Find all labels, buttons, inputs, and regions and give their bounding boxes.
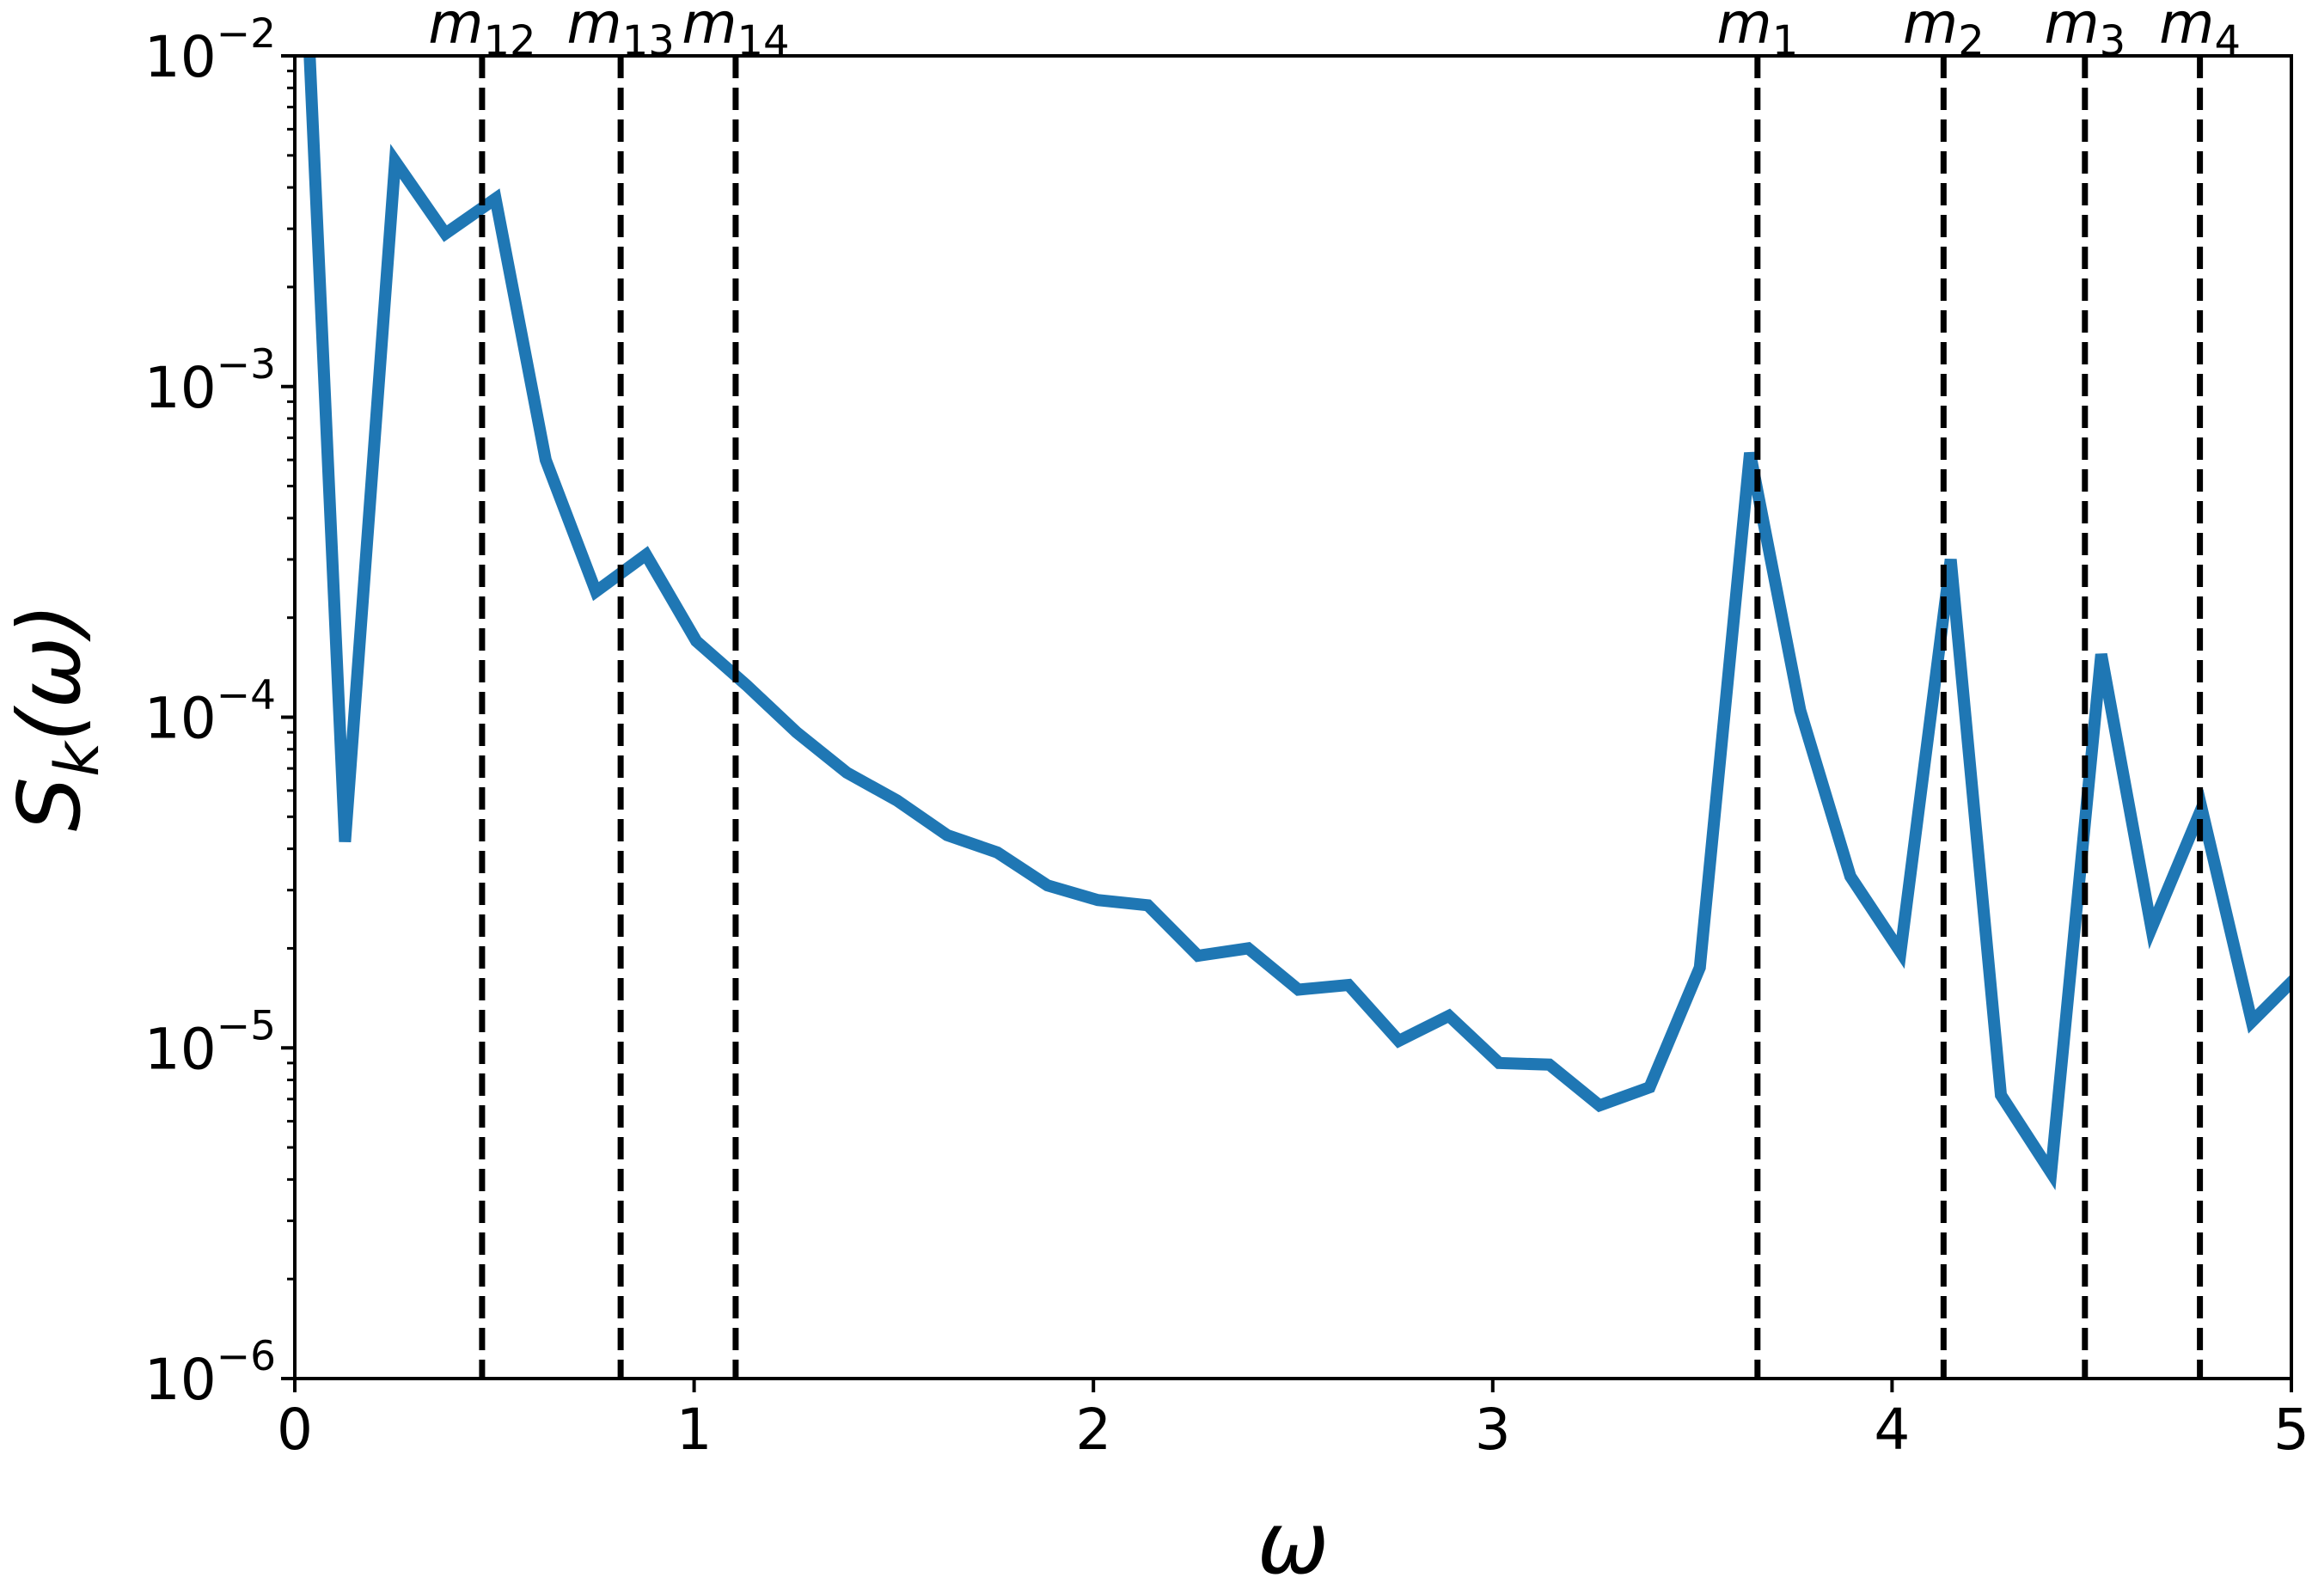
x-tick-label: 5: [2273, 1397, 2309, 1463]
y-tick-exponent: −5: [217, 1002, 276, 1049]
y-tick-base: 10: [144, 1347, 217, 1413]
y-tick-exponent: −6: [217, 1333, 276, 1380]
marker-label-base: m: [682, 0, 737, 57]
marker-label-sub: 1: [1772, 17, 1799, 65]
marker-label-base: m: [1903, 0, 1958, 57]
y-tick-base: 10: [144, 686, 217, 752]
x-axis-label: ω: [1257, 1493, 1330, 1593]
marker-label-sub: 14: [737, 17, 790, 65]
marker-label-base: m: [566, 0, 621, 57]
marker-label-sub: 12: [484, 17, 536, 65]
x-tick-label: 3: [1475, 1397, 1511, 1463]
plot-frame: [293, 54, 2293, 1380]
y-tick-label: 10−5: [144, 1002, 276, 1082]
y-tick-base: 10: [144, 24, 217, 90]
y-axis-label-base: S: [0, 777, 100, 831]
x-tick-label: 1: [676, 1397, 713, 1463]
y-tick-exponent: −4: [217, 672, 276, 719]
y-tick-label: 10−2: [144, 10, 276, 90]
marker-label-base: m: [2159, 0, 2214, 57]
x-tick-label: 0: [277, 1397, 313, 1463]
marker-label-base: m: [428, 0, 483, 57]
marker-label-sub: 3: [2100, 17, 2126, 65]
y-tick-label: 10−6: [144, 1333, 276, 1413]
data-line: [303, 56, 2291, 1190]
y-tick-exponent: −2: [217, 10, 276, 58]
marker-label-sub: 4: [2214, 17, 2241, 65]
marker-label-base: m: [2044, 0, 2099, 57]
y-tick-label: 10−3: [144, 341, 276, 421]
y-tick-exponent: −3: [217, 341, 276, 388]
marker-label-sub: 13: [622, 17, 675, 65]
marker-label: m14: [682, 0, 789, 65]
x-tick-label: 4: [1874, 1397, 1910, 1463]
marker-label-base: m: [1716, 0, 1771, 57]
y-axis-label-rest: (ω): [0, 603, 100, 743]
y-tick-label: 10−4: [144, 672, 276, 752]
x-tick-label: 2: [1075, 1397, 1111, 1463]
marker-label-sub: 2: [1958, 17, 1985, 65]
y-axis-label: Sk(ω): [0, 603, 113, 832]
y-tick-base: 10: [144, 355, 217, 421]
y-axis-label-sub: k: [42, 740, 113, 777]
y-tick-base: 10: [144, 1016, 217, 1082]
